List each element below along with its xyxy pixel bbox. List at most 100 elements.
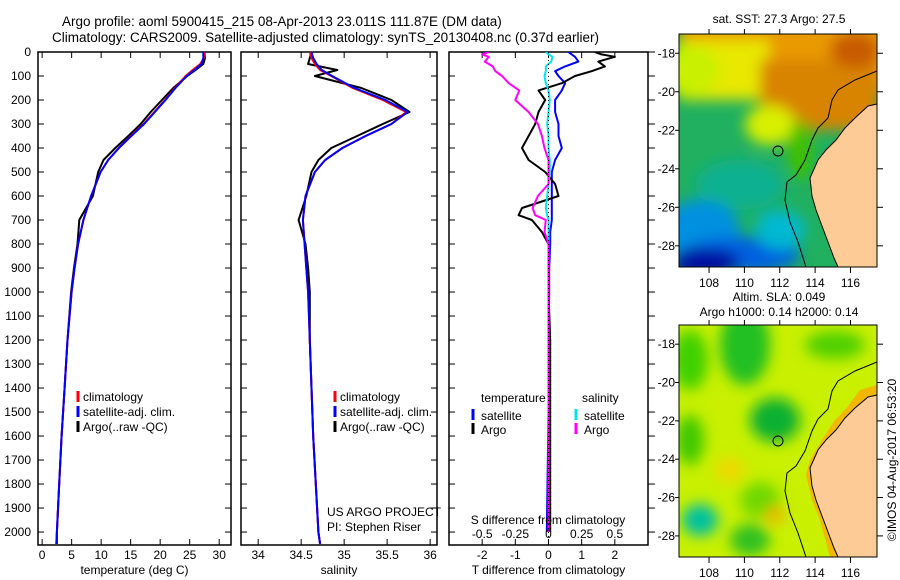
x-tick-label: 5 bbox=[68, 548, 75, 562]
legend-label: climatology bbox=[340, 390, 400, 404]
figure-title-line2: Climatology: CARS2009. Satellite-adjuste… bbox=[52, 30, 599, 45]
difference-profile-panel: -2 -1 0 1 2T difference from climatology temp… bbox=[448, 51, 655, 577]
legend-label: Argo(..raw -QC) bbox=[83, 420, 168, 434]
x-tick-label: 20 bbox=[153, 548, 167, 562]
depth-tick-label: 1300 bbox=[4, 357, 31, 371]
lon-tick-label: 114 bbox=[806, 276, 825, 290]
lon-tick-label: 112 bbox=[770, 276, 789, 290]
series-line-t-argo bbox=[517, 52, 616, 532]
sla-map-subtitle: Argo h1000: 0.14 h2000: 0.14 bbox=[700, 305, 859, 319]
legend-heading-salinity: salinity bbox=[582, 391, 619, 405]
legend-label: Argo bbox=[584, 423, 610, 437]
depth-tick-label: 1100 bbox=[5, 309, 31, 323]
lat-tick-label: -22 bbox=[658, 414, 676, 428]
series-line-satellite-adj-clim bbox=[55, 52, 205, 545]
depth-tick-label: 1500 bbox=[4, 405, 31, 419]
depth-tick-label: 1400 bbox=[4, 381, 31, 395]
lat-tick-label: -24 bbox=[658, 162, 676, 176]
depth-tick-label: 2000 bbox=[4, 525, 31, 539]
x-axis-label: salinity bbox=[321, 563, 358, 577]
series-line-climatology bbox=[301, 52, 408, 545]
sst-map-title: sat. SST: 27.3 Argo: 27.5 bbox=[713, 12, 846, 26]
lat-tick-label: -20 bbox=[658, 376, 676, 390]
shelf-contour bbox=[784, 361, 877, 557]
depth-tick-label: 1900 bbox=[4, 501, 31, 515]
x-tick-label: 2 bbox=[611, 548, 618, 562]
x2-tick-label: 0.5 bbox=[606, 527, 623, 541]
lat-tick-label: -18 bbox=[658, 337, 676, 351]
x-tick-label: -2 bbox=[477, 548, 488, 562]
lat-tick-label: -28 bbox=[658, 239, 676, 253]
x-tick-label: 0 bbox=[545, 548, 552, 562]
plot-frame bbox=[240, 51, 438, 546]
x-tick-label: -1 bbox=[510, 548, 521, 562]
x-tick-label: 1 bbox=[578, 548, 585, 562]
series-line-s-argo bbox=[481, 52, 550, 532]
depth-tick-label: 1700 bbox=[4, 453, 31, 467]
x-tick-label: 25 bbox=[183, 548, 197, 562]
legend-label: satellite-adj. clim. bbox=[83, 405, 175, 419]
depth-tick-label: 300 bbox=[11, 117, 31, 131]
series-line-climatology bbox=[55, 52, 206, 545]
x2-tick-label: -0.25 bbox=[502, 527, 530, 541]
lon-tick-label: 110 bbox=[735, 276, 754, 290]
shelf-contour bbox=[784, 70, 877, 267]
sla-map: Altim. SLA: 0.049 Argo h1000: 0.14 h2000… bbox=[658, 290, 883, 580]
depth-tick-label: 500 bbox=[11, 165, 31, 179]
x-tick-label: 10 bbox=[94, 548, 108, 562]
lon-tick-label: 116 bbox=[841, 566, 860, 580]
land-australia bbox=[810, 104, 877, 267]
lon-tick-label: 110 bbox=[735, 566, 754, 580]
sst-map: sat. SST: 27.3 Argo: 27.5 108 110 112 114 11… bbox=[658, 12, 883, 290]
figure-title-line1: Argo profile: aoml 5900415_215 08-Apr-20… bbox=[62, 14, 502, 29]
lat-tick-label: -26 bbox=[658, 200, 676, 214]
x-axis-label: T difference from climatology bbox=[472, 563, 626, 577]
x-tick-label: 30 bbox=[213, 548, 227, 562]
lon-tick-label: 116 bbox=[841, 276, 860, 290]
lon-tick-label: 108 bbox=[699, 566, 719, 580]
legend-heading-temperature: temperature bbox=[481, 391, 546, 405]
x-tick-label: 15 bbox=[124, 548, 138, 562]
lat-tick-label: -24 bbox=[658, 452, 676, 466]
legend-label: satellite bbox=[584, 409, 625, 423]
temperature-profile-panel: 0 5 10 15 20 25 30 temperature (deg C) 0 100 200 30… bbox=[4, 45, 232, 577]
lon-tick-label: 112 bbox=[770, 566, 789, 580]
lon-tick-label: 114 bbox=[806, 566, 825, 580]
project-label: US ARGO PROJECT bbox=[327, 505, 442, 519]
coastline bbox=[809, 394, 877, 557]
x2-tick-label: 0.25 bbox=[570, 527, 594, 541]
depth-tick-label: 1600 bbox=[4, 429, 31, 443]
pi-label: PI: Stephen Riser bbox=[327, 520, 421, 534]
lon-tick-label: 108 bbox=[699, 276, 719, 290]
depth-tick-label: 1200 bbox=[4, 333, 31, 347]
x2-tick-label: -0.5 bbox=[472, 527, 493, 541]
plot-frame bbox=[37, 51, 232, 546]
series-line-argo-raw-qc bbox=[55, 52, 206, 544]
depth-tick-label: 900 bbox=[11, 261, 31, 275]
depth-tick-label: 700 bbox=[11, 213, 31, 227]
depth-tick-label: 400 bbox=[11, 141, 31, 155]
x2-tick-label: 0 bbox=[545, 527, 552, 541]
copyright-stamp: ©IMOS 04-Aug-2017 06:53:20 bbox=[885, 379, 899, 542]
x-tick-label: 34 bbox=[252, 548, 266, 562]
lat-tick-label: -18 bbox=[658, 46, 676, 60]
sla-map-title: Altim. SLA: 0.049 bbox=[733, 290, 826, 304]
lat-tick-label: -20 bbox=[658, 85, 676, 99]
series-line-t-satellite bbox=[545, 52, 580, 533]
legend-label: satellite bbox=[481, 409, 522, 423]
x-axis-label: temperature (deg C) bbox=[80, 563, 188, 577]
salinity-profile-panel: 34 34.5 35 35.5 36 salinity climatologysatelli… bbox=[240, 51, 442, 577]
lat-tick-label: -26 bbox=[658, 491, 676, 505]
lat-tick-label: -28 bbox=[658, 529, 676, 543]
depth-tick-label: 200 bbox=[11, 93, 31, 107]
argo-position-marker bbox=[772, 435, 784, 447]
depth-tick-label: 600 bbox=[11, 189, 31, 203]
legend-label: Argo(..raw -QC) bbox=[340, 420, 425, 434]
x-tick-label: 36 bbox=[423, 548, 437, 562]
depth-tick-label: 1000 bbox=[4, 285, 31, 299]
depth-tick-label: 100 bbox=[11, 69, 31, 83]
x-tick-label: 34.5 bbox=[289, 548, 313, 562]
legend-label: Argo bbox=[481, 423, 507, 437]
depth-tick-label: 0 bbox=[24, 45, 31, 59]
